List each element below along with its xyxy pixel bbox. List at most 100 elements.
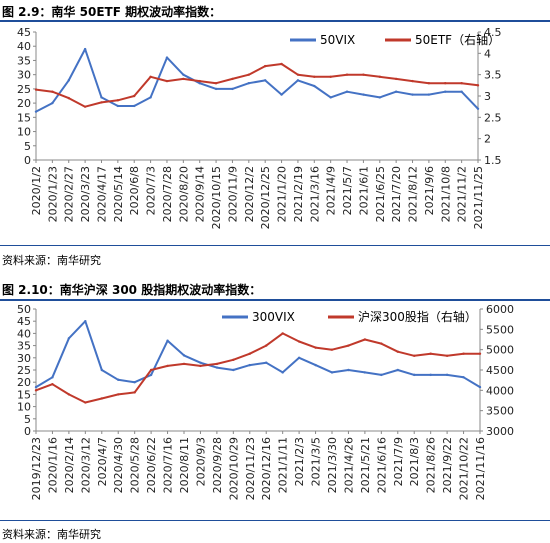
x-tick-label: 2020/5/28: [129, 437, 142, 493]
left-tick-label: 50: [17, 303, 31, 316]
x-tick-label: 2021/4/9: [325, 166, 338, 215]
series-1-point: [427, 82, 431, 85]
x-tick-label: 2020/10/15: [210, 166, 223, 229]
left-tick-label: 35: [17, 340, 31, 353]
left-tick-label: 15: [17, 388, 31, 401]
left-tick-label: 40: [17, 327, 31, 340]
series-1-point: [265, 344, 268, 347]
x-tick-label: 2020/8/11: [178, 437, 191, 493]
series-0-point: [100, 368, 103, 372]
series-1-point: [166, 364, 169, 368]
series-0-point: [265, 361, 268, 364]
series-0-point: [67, 79, 70, 82]
left-tick-label: 45: [17, 315, 31, 328]
x-tick-label: 2020/10/29: [227, 437, 240, 500]
series-0-point: [427, 93, 431, 96]
figure-2-bottom-rule: [0, 520, 550, 521]
series-1-point: [83, 105, 87, 108]
x-tick-label: 2020/4/30: [112, 437, 125, 493]
x-tick-label: 2021/6/1: [357, 166, 370, 215]
x-tick-label: 2021/6/16: [375, 437, 388, 493]
series-1-point: [263, 64, 267, 68]
series-1-point: [478, 352, 482, 355]
series-1-point: [411, 79, 414, 83]
x-tick-label: 2021/9/6: [423, 166, 436, 215]
series-1-point: [133, 391, 136, 394]
right-tick-label: 5000: [486, 344, 514, 357]
x-tick-label: 2020/12/2: [243, 166, 256, 222]
series-1-point: [396, 350, 399, 353]
series-1-point: [51, 383, 54, 386]
series-line-1: [35, 332, 480, 404]
right-tick-label: 3000: [486, 425, 514, 438]
series-1-point: [34, 88, 38, 91]
legend-label-1: 50ETF（右轴）: [415, 32, 500, 47]
x-tick-label: 2021/11/25: [472, 166, 485, 229]
x-tick-label: 2020/8/20: [177, 166, 190, 222]
figure-1-top-rule: [0, 20, 550, 22]
series-0-point: [445, 373, 449, 377]
series-0-point: [296, 79, 300, 82]
series-1-point: [380, 342, 383, 345]
x-tick-label: 2021/7/9: [392, 437, 405, 486]
x-tick-label: 2021/2/3: [293, 437, 306, 486]
series-0-point: [330, 371, 334, 374]
series-0-point: [215, 366, 219, 369]
x-tick-label: 2021/7/20: [390, 166, 403, 222]
series-1-point: [313, 75, 316, 78]
series-1-point: [165, 79, 169, 83]
x-tick-label: 2021/3/16: [308, 166, 321, 222]
figure-2-title: 图 2.10：南华沪深 300 股指期权波动率指数：: [2, 283, 262, 297]
series-1-point: [133, 94, 136, 98]
series-1-point: [247, 73, 251, 76]
x-tick-label: 2020/1/16: [46, 437, 59, 493]
series-line-1: [35, 63, 479, 108]
series-0-point: [51, 101, 54, 105]
figure-1-source: 资料来源：南华研究: [2, 254, 101, 267]
series-0-point: [476, 107, 480, 111]
series-1-point: [214, 82, 218, 85]
series-0-point: [100, 96, 103, 99]
series-1-point: [248, 352, 251, 355]
left-tick-label: 20: [17, 97, 31, 110]
x-tick-label: 2021/6/25: [374, 166, 387, 222]
series-1-point: [100, 101, 103, 104]
legend-label-0: 300VIX: [252, 310, 295, 324]
series-0-point: [478, 385, 482, 389]
x-tick-label: 2021/10/8: [439, 166, 452, 222]
series-1-point: [281, 332, 284, 335]
x-tick-label: 2020/7/28: [161, 166, 174, 222]
x-tick-label: 2021/2/19: [292, 166, 305, 222]
x-tick-label: 2020/1/2: [30, 166, 43, 215]
right-tick-label: 4000: [486, 384, 514, 397]
series-0-point: [329, 96, 332, 99]
x-tick-label: 2021/11/16: [474, 437, 487, 500]
series-0-point: [444, 90, 447, 93]
series-0-point: [149, 96, 152, 99]
left-tick-label: 0: [24, 154, 31, 167]
right-tick-label: 3.5: [484, 69, 502, 82]
series-1-point: [314, 346, 317, 349]
series-1-point: [231, 77, 234, 81]
series-0-point: [34, 110, 38, 113]
series-0-point: [460, 90, 463, 93]
series-0-point: [133, 381, 136, 384]
series-0-point: [231, 87, 234, 91]
series-1-point: [429, 352, 432, 355]
series-0-point: [394, 90, 398, 93]
series-0-point: [83, 47, 87, 51]
series-0-point: [166, 339, 169, 342]
series-0-point: [247, 82, 251, 85]
series-0-point: [149, 373, 153, 377]
left-tick-label: 20: [17, 376, 31, 389]
x-tick-label: 2021/4/26: [342, 437, 355, 493]
right-tick-label: 2: [484, 133, 491, 146]
series-1-point: [345, 73, 349, 76]
series-0-point: [199, 361, 202, 364]
series-0-point: [214, 87, 218, 91]
series-0-point: [133, 104, 136, 108]
series-0-point: [117, 378, 120, 381]
figure-1-title: 图 2.9：南华 50ETF 期权波动率指数：: [2, 5, 222, 19]
right-tick-label: 2.5: [484, 111, 502, 124]
